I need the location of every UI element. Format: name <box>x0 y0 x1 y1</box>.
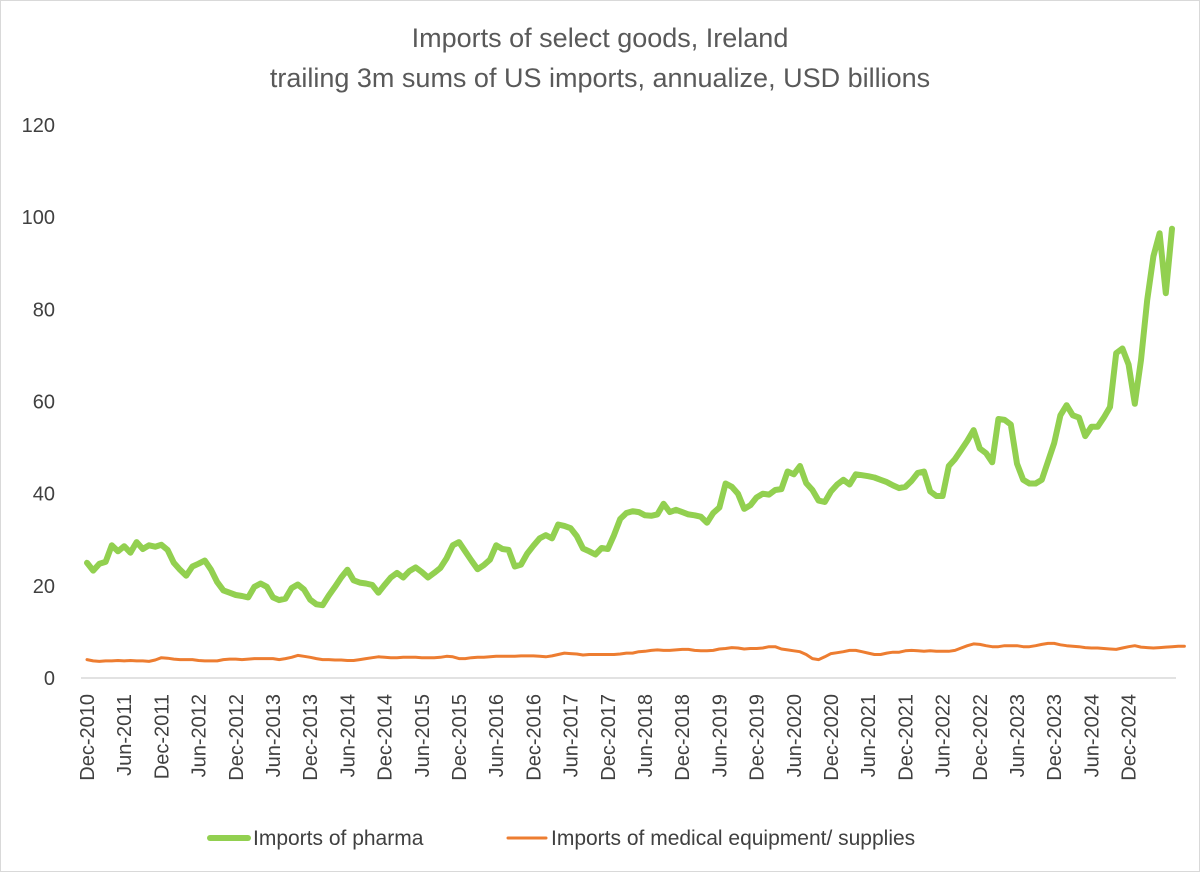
y-tick-label: 80 <box>33 299 55 321</box>
x-tick-label: Dec-2022 <box>970 694 992 781</box>
x-tick-label: Dec-2013 <box>300 694 322 781</box>
legend-label-pharma: Imports of pharma <box>253 827 424 850</box>
y-tick-label: 40 <box>33 484 55 506</box>
legend-label-medical-equipment: Imports of medical equipment/ supplies <box>551 827 915 850</box>
x-tick-label: Jun-2024 <box>1081 694 1103 777</box>
x-tick-label: Jun-2022 <box>933 694 955 777</box>
x-tick-label: Jun-2016 <box>486 694 508 777</box>
x-tick-label: Dec-2024 <box>1119 694 1141 781</box>
y-tick-label: 100 <box>22 207 55 229</box>
y-axis-ticks: 0 20 40 60 80 100 120 <box>22 115 55 690</box>
chart-subtitle: trailing 3m sums of US imports, annualiz… <box>270 63 930 93</box>
x-tick-label: Dec-2014 <box>375 694 397 781</box>
x-tick-label: Jun-2021 <box>858 694 880 777</box>
legend: Imports of pharma Imports of medical equi… <box>207 827 915 850</box>
x-tick-label: Dec-2017 <box>598 694 620 781</box>
series-layer <box>84 225 1186 663</box>
x-tick-label: Dec-2019 <box>747 694 769 781</box>
x-axis-ticks: Dec-2010 Jun-2011 Dec-2011 Jun-2012 Dec-2012… <box>77 694 1141 781</box>
x-tick-label: Jun-2020 <box>784 694 806 777</box>
x-tick-label: Dec-2012 <box>226 694 248 781</box>
x-tick-label: Jun-2012 <box>189 694 211 777</box>
x-tick-label: Jun-2017 <box>561 694 583 777</box>
x-tick-label: Jun-2014 <box>337 694 359 777</box>
x-tick-label: Dec-2010 <box>77 694 99 781</box>
series-line-medical-equipment <box>85 641 1186 663</box>
y-tick-label: 120 <box>22 115 55 137</box>
x-tick-label: Dec-2020 <box>821 694 843 781</box>
y-tick-label: 0 <box>44 668 55 690</box>
x-tick-label: Jun-2023 <box>1007 694 1029 777</box>
y-tick-label: 20 <box>33 576 55 598</box>
x-tick-label: Jun-2011 <box>114 694 136 776</box>
x-tick-label: Dec-2023 <box>1044 694 1066 781</box>
x-tick-label: Jun-2019 <box>709 694 731 777</box>
x-tick-label: Dec-2021 <box>895 694 917 781</box>
x-tick-label: Dec-2015 <box>449 694 471 781</box>
x-tick-label: Dec-2018 <box>672 694 694 781</box>
y-tick-label: 60 <box>33 392 55 414</box>
x-tick-label: Dec-2016 <box>523 694 545 781</box>
x-tick-label: Dec-2011 <box>151 694 173 779</box>
x-tick-label: Jun-2018 <box>635 694 657 777</box>
chart-title: Imports of select goods, Ireland <box>412 23 789 53</box>
x-tick-label: Jun-2013 <box>263 694 285 777</box>
series-line-pharma <box>84 225 1175 609</box>
x-tick-label: Jun-2015 <box>412 694 434 777</box>
